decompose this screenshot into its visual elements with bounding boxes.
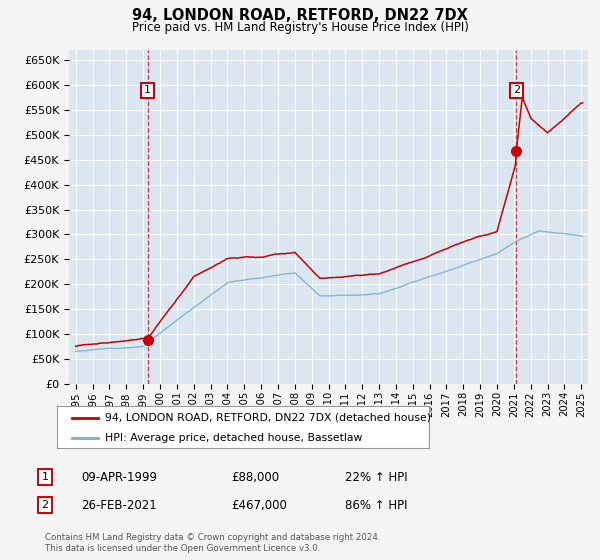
Text: Contains HM Land Registry data © Crown copyright and database right 2024.
This d: Contains HM Land Registry data © Crown c… — [45, 533, 380, 553]
Text: 2: 2 — [41, 500, 49, 510]
Text: HPI: Average price, detached house, Bassetlaw: HPI: Average price, detached house, Bass… — [106, 433, 363, 443]
Text: 94, LONDON ROAD, RETFORD, DN22 7DX (detached house): 94, LONDON ROAD, RETFORD, DN22 7DX (deta… — [106, 413, 431, 423]
Text: Price paid vs. HM Land Registry's House Price Index (HPI): Price paid vs. HM Land Registry's House … — [131, 21, 469, 34]
Text: £467,000: £467,000 — [231, 498, 287, 512]
Text: £88,000: £88,000 — [231, 470, 279, 484]
Text: 22% ↑ HPI: 22% ↑ HPI — [345, 470, 407, 484]
Text: 26-FEB-2021: 26-FEB-2021 — [81, 498, 157, 512]
Text: 86% ↑ HPI: 86% ↑ HPI — [345, 498, 407, 512]
Text: 09-APR-1999: 09-APR-1999 — [81, 470, 157, 484]
Text: 1: 1 — [144, 85, 151, 95]
Text: 94, LONDON ROAD, RETFORD, DN22 7DX: 94, LONDON ROAD, RETFORD, DN22 7DX — [132, 8, 468, 24]
Text: 1: 1 — [41, 472, 49, 482]
Text: 2: 2 — [513, 85, 520, 95]
